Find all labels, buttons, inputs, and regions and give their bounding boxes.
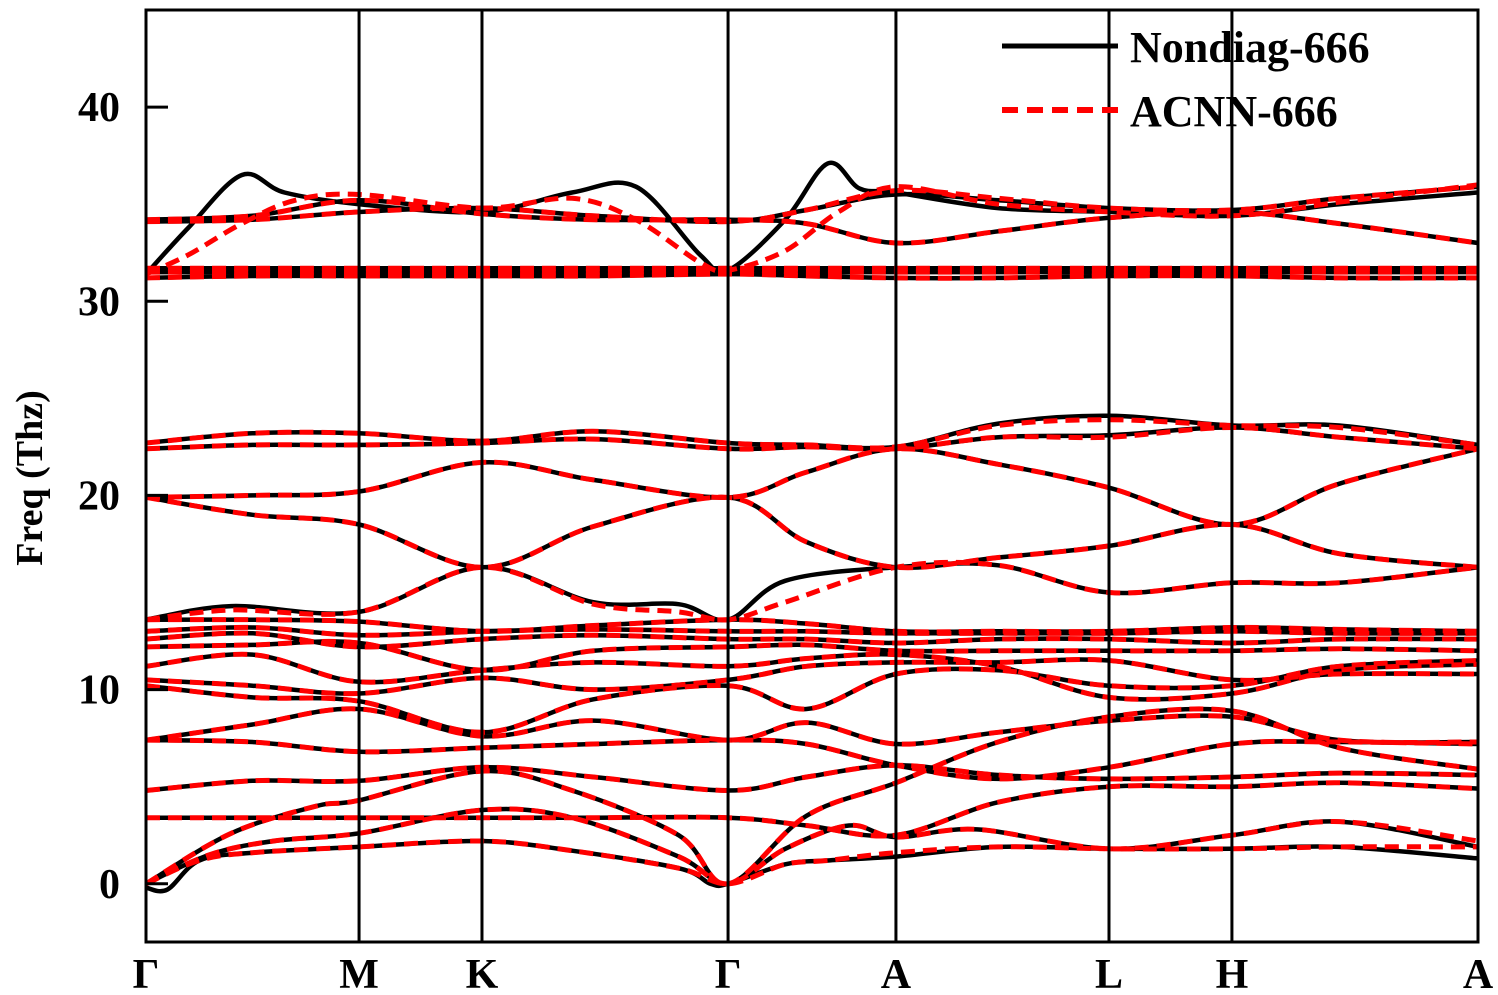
y-axis-title: Freq (Thz) <box>9 390 51 566</box>
kpoint-label: A <box>881 952 912 995</box>
band-line <box>146 806 1478 887</box>
band-line <box>146 706 1478 747</box>
band-line <box>146 651 1478 702</box>
band-line <box>146 271 1478 281</box>
plot-frame <box>144 8 1480 944</box>
band-line <box>146 737 1478 782</box>
kpoint-label: A <box>1463 952 1494 995</box>
band-line <box>146 838 1478 887</box>
band-line <box>146 780 1478 839</box>
legend-label-acnn: ACNN-666 <box>1130 87 1338 136</box>
bands-layer <box>146 160 1478 894</box>
y-tick-label: 30 <box>78 279 120 325</box>
y-axis-ticks: 0 10 20 30 40 <box>78 85 168 908</box>
band-line <box>146 197 1478 246</box>
y-tick-label: 10 <box>78 668 120 714</box>
kpoint-label: M <box>339 952 379 995</box>
band-line <box>146 706 1478 887</box>
y-tick-label: 40 <box>78 85 120 131</box>
band-line <box>146 494 1478 571</box>
kpoint-label: H <box>1216 952 1249 995</box>
kpoint-lines <box>357 10 1234 942</box>
band-line <box>146 706 1478 887</box>
band-line <box>146 559 1478 623</box>
kpoint-label: K <box>466 952 499 995</box>
band-line <box>146 182 1478 277</box>
y-tick-label: 0 <box>99 862 120 908</box>
band-line <box>146 160 1478 276</box>
band-line <box>146 446 1478 527</box>
legend-label-nondiag: Nondiag-666 <box>1130 23 1370 72</box>
legend: Nondiag-666 ACNN-666 <box>1002 23 1370 136</box>
kpoint-label: Γ <box>133 952 160 995</box>
kpoint-label: L <box>1095 952 1123 995</box>
series-acnn <box>146 182 1478 887</box>
kpoint-label: Γ <box>715 952 742 995</box>
y-tick-label: 20 <box>78 473 120 519</box>
